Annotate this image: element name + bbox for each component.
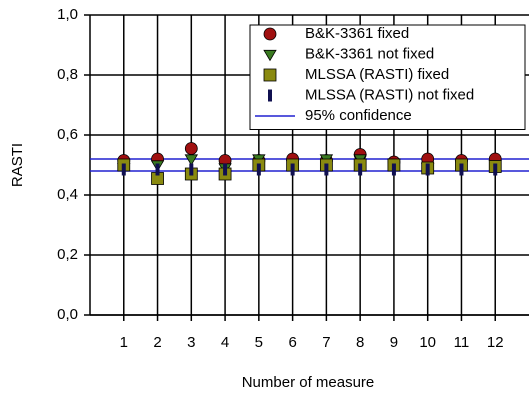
y-axis-label: RASTI xyxy=(9,143,26,187)
x-tick-label: 7 xyxy=(322,334,330,351)
x-tick-label: 4 xyxy=(221,334,229,351)
y-tick-label: 0,8 xyxy=(57,66,78,83)
legend-label: B&K-3361 not fixed xyxy=(305,45,434,62)
point xyxy=(121,163,126,176)
point xyxy=(223,163,228,176)
point xyxy=(358,163,363,176)
point xyxy=(189,163,194,176)
y-tick-label: 0,0 xyxy=(57,306,78,323)
y-tick-label: 0,4 xyxy=(57,186,78,203)
point xyxy=(155,163,160,176)
point xyxy=(290,163,295,176)
point xyxy=(324,163,329,176)
point xyxy=(184,154,199,166)
legend-marker xyxy=(263,49,277,62)
y-tick-label: 1,0 xyxy=(57,6,78,23)
legend-label: 95% confidence xyxy=(305,107,412,124)
point xyxy=(391,163,396,176)
y-tick-label: 0,6 xyxy=(57,126,78,143)
legend-marker xyxy=(263,68,277,82)
legend-box xyxy=(249,24,526,130)
legend-label: MLSSA (RASTI) not fixed xyxy=(305,86,474,103)
x-tick-label: 3 xyxy=(187,334,195,351)
y-tick-label: 0,2 xyxy=(57,246,78,263)
point xyxy=(184,142,198,155)
point xyxy=(459,163,464,176)
point xyxy=(425,163,430,176)
legend-marker xyxy=(268,89,272,102)
x-tick-label: 8 xyxy=(356,334,364,351)
x-axis-label: Number of measure xyxy=(242,374,375,391)
x-tick-label: 12 xyxy=(487,334,504,351)
x-tick-label: 2 xyxy=(153,334,161,351)
legend-label: B&K-3361 fixed xyxy=(305,25,409,42)
x-tick-label: 5 xyxy=(255,334,263,351)
x-tick-label: 1 xyxy=(120,334,128,351)
legend-marker xyxy=(263,27,277,41)
x-tick-label: 10 xyxy=(419,334,436,351)
x-tick-label: 11 xyxy=(454,334,470,351)
x-tick-label: 6 xyxy=(288,334,296,351)
legend-label: MLSSA (RASTI) fixed xyxy=(305,66,449,83)
x-tick-label: 9 xyxy=(390,334,398,351)
point xyxy=(493,163,498,176)
point xyxy=(256,163,261,176)
